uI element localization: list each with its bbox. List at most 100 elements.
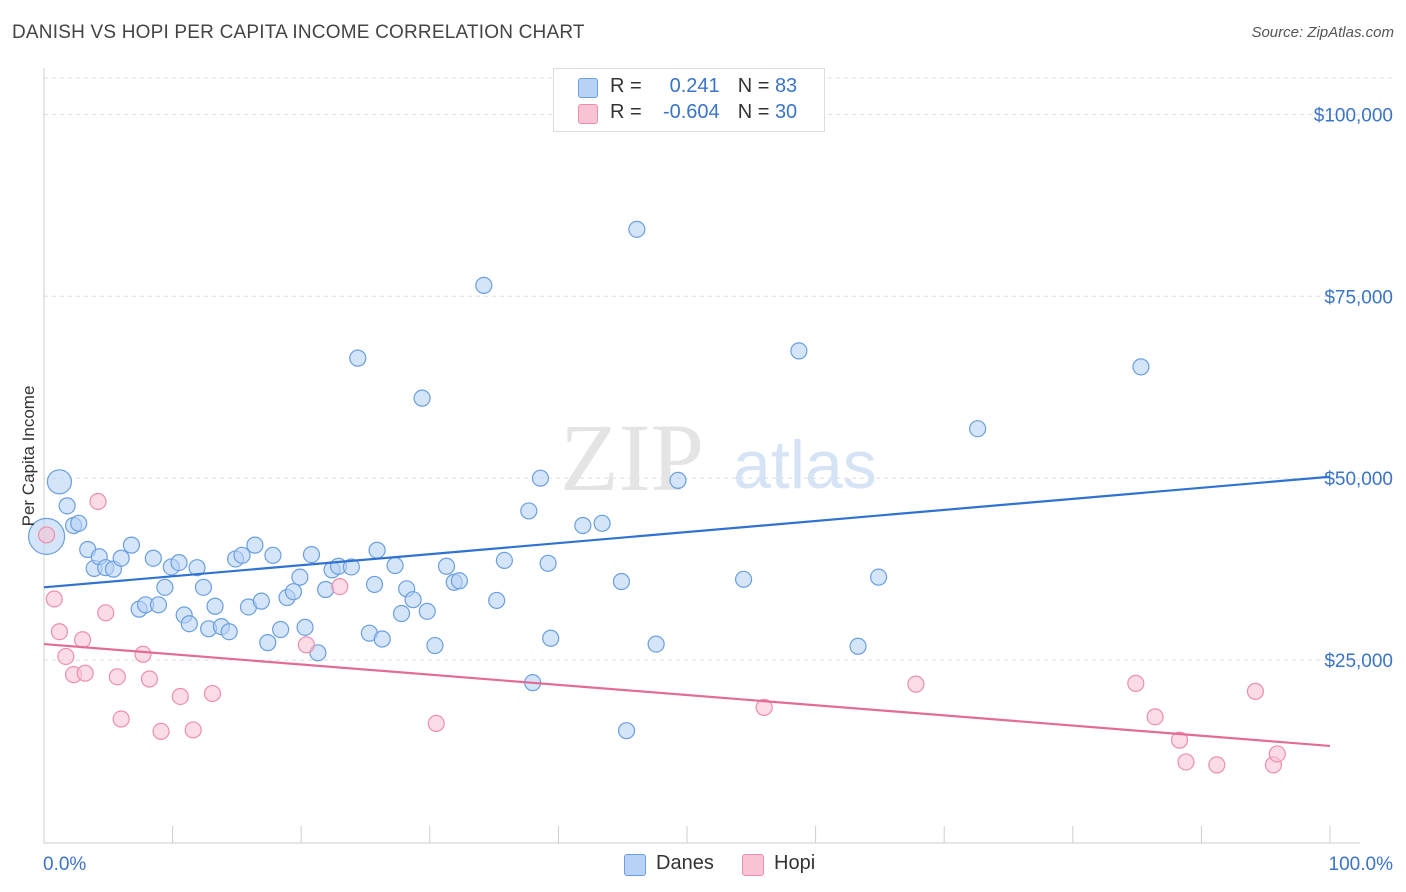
hopi-point-14 xyxy=(171,687,189,706)
series-legend: Danes Hopi xyxy=(0,852,1406,878)
hopi-point-24 xyxy=(1170,731,1189,749)
danes-point-22 xyxy=(194,578,213,596)
danes-point-50 xyxy=(386,556,404,575)
hopi-point-18 xyxy=(331,578,349,596)
axes xyxy=(43,68,1360,844)
hopi-point-0 xyxy=(37,526,56,544)
hopi-point-16 xyxy=(203,684,222,703)
hopi-point-29 xyxy=(1268,745,1286,763)
danes-point-28 xyxy=(233,546,251,564)
danes-point-66 xyxy=(539,554,557,572)
hopi-legend-label: Hopi xyxy=(774,852,816,874)
hopi-swatch xyxy=(578,104,598,124)
y-tick-label-3: $100,000 xyxy=(1314,105,1393,126)
danes-point-49 xyxy=(373,630,391,648)
danes-point-36 xyxy=(284,583,303,601)
danes-legend-label: Danes xyxy=(656,852,714,874)
hopi-point-3 xyxy=(57,647,75,666)
hopi-point-5 xyxy=(73,631,92,649)
hopi-point-22 xyxy=(1127,674,1145,692)
source-label: Source: ZipAtlas.com xyxy=(1251,24,1394,41)
hopi-legend-swatch xyxy=(742,854,764,876)
danes-point-38 xyxy=(296,618,314,636)
hopi-point-6 xyxy=(76,664,94,682)
danes-point-26 xyxy=(220,623,238,641)
hopi-trend-line xyxy=(43,642,1331,748)
danes-point-61 xyxy=(488,591,506,610)
danes-point-4 xyxy=(70,514,88,532)
danes-point-55 xyxy=(418,602,436,620)
hopi-r-value: -0.604 xyxy=(662,101,720,123)
hopi-point-9 xyxy=(108,668,126,686)
danes-point-71 xyxy=(617,722,636,740)
hopi-point-12 xyxy=(140,670,159,688)
danes-point-75 xyxy=(734,570,753,588)
danes-point-79 xyxy=(969,420,987,438)
danes-legend-swatch xyxy=(624,854,646,876)
watermark: ZIP atlas xyxy=(560,404,877,511)
hopi-point-13 xyxy=(152,722,170,741)
danes-n-label: N = xyxy=(737,75,770,97)
x-tick-label-1: 100.0% xyxy=(1329,854,1394,875)
hopi-point-2 xyxy=(50,623,69,641)
hopi-point-7 xyxy=(89,492,107,511)
danes-point-31 xyxy=(252,592,270,610)
danes-point-60 xyxy=(475,276,493,294)
danes-point-37 xyxy=(291,568,309,586)
danes-point-68 xyxy=(574,516,592,535)
danes-point-70 xyxy=(612,572,631,591)
data-points xyxy=(27,220,1286,774)
danes-point-51 xyxy=(392,604,411,623)
danes-point-74 xyxy=(669,471,687,489)
hopi-point-19 xyxy=(427,714,445,732)
danes-point-32 xyxy=(259,634,277,652)
danes-point-41 xyxy=(317,580,335,599)
danes-point-57 xyxy=(437,557,456,575)
danes-point-64 xyxy=(520,502,538,520)
x-tick-label-0: 0.0% xyxy=(43,854,86,875)
stats-legend: R = 0.241 N = 83 R = -0.604 N = 30 xyxy=(553,68,825,132)
danes-point-69 xyxy=(593,514,611,532)
danes-point-65 xyxy=(531,469,549,487)
danes-point-33 xyxy=(264,546,282,564)
danes-point-16 xyxy=(156,578,174,596)
axis-labels: $25,000 $50,000 $75,000 $100,000 0.0% 100.0% P… xyxy=(19,105,1393,875)
hopi-point-27 xyxy=(1246,682,1265,700)
danes-point-14 xyxy=(144,549,162,567)
danes-point-11 xyxy=(122,536,141,554)
danes-point-34 xyxy=(272,620,290,639)
hopi-r-label: R = xyxy=(610,101,642,123)
hopi-point-1 xyxy=(45,590,63,608)
y-tick-label-1: $50,000 xyxy=(1324,469,1393,490)
danes-point-2 xyxy=(58,497,76,515)
danes-point-24 xyxy=(206,597,224,615)
grid-lines xyxy=(44,77,1392,661)
danes-point-18 xyxy=(170,553,188,572)
hopi-point-17 xyxy=(297,636,315,654)
danes-point-73 xyxy=(647,635,665,653)
danes-r-label: R = xyxy=(610,75,642,97)
danes-point-59 xyxy=(450,572,468,590)
danes-point-44 xyxy=(342,558,360,576)
y-axis-title: Per Capita Income xyxy=(19,386,38,527)
danes-point-48 xyxy=(368,541,386,559)
danes-point-15 xyxy=(149,596,168,614)
danes-point-39 xyxy=(302,545,321,564)
hopi-n-value: 30 xyxy=(774,101,798,123)
hopi-point-21 xyxy=(907,675,925,693)
hopi-point-23 xyxy=(1146,708,1164,726)
danes-point-30 xyxy=(246,536,264,554)
y-tick-label-2: $75,000 xyxy=(1324,287,1393,308)
danes-point-78 xyxy=(870,568,888,586)
y-tick-label-0: $25,000 xyxy=(1324,651,1393,672)
danes-point-1 xyxy=(46,469,73,495)
danes-point-20 xyxy=(180,615,198,633)
danes-point-67 xyxy=(542,629,560,647)
danes-point-56 xyxy=(426,636,444,655)
hopi-point-20 xyxy=(755,698,773,716)
danes-point-10 xyxy=(112,549,130,567)
danes-point-45 xyxy=(349,349,367,367)
hopi-point-8 xyxy=(97,604,115,622)
danes-point-53 xyxy=(404,591,422,609)
